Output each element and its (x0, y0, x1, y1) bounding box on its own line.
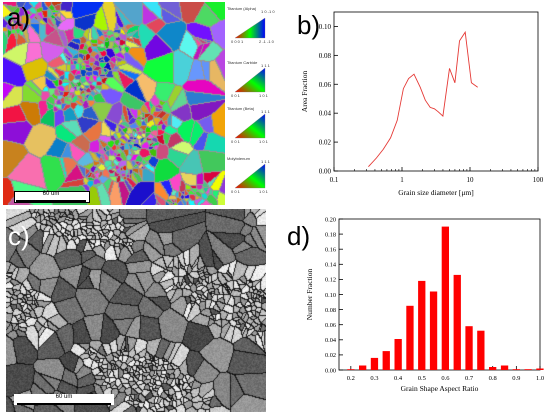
y-tick-label-b: 0.10 (319, 23, 332, 31)
x-tick-label-b: 100 (533, 176, 544, 184)
y-tick-label-d: 0.04 (325, 337, 337, 344)
histogram-bar-d (347, 369, 355, 370)
y-tick-label-d: 0.10 (325, 292, 336, 299)
y-axis-label-d: Number Fraction (305, 269, 314, 321)
x-tick-label-d: 0.9 (512, 375, 520, 382)
legend-corner-label: 1 1 1 (261, 63, 271, 68)
y-tick-label-d: 0.02 (325, 352, 336, 359)
legend-corner-label: 0 0 1 (231, 189, 241, 194)
x-tick-label-d: 0.6 (441, 375, 450, 382)
panel-label-d: d) (287, 221, 311, 251)
orientation-legend: Titanium (Alpha) 0 0 0 1 2 -1 -1 0 1 0 -1 0… (227, 6, 275, 194)
y-tick-label-b: 0.06 (319, 81, 332, 89)
y-tick-label-d: 0.00 (325, 367, 336, 374)
scale-bar-a-text: 60 um (42, 191, 60, 197)
y-tick-label-d: 0.20 (325, 216, 336, 223)
legend-phase-name: Titanium Carbide (227, 60, 258, 65)
y-tick-label-d: 0.06 (325, 322, 336, 329)
legend-corner-label: 0 0 1 (231, 139, 241, 144)
histogram-bar-d (370, 357, 379, 370)
histogram-bar-d (465, 326, 473, 370)
panel-c: c) 60 um (0, 207, 275, 414)
scale-bar-c-line (17, 403, 111, 405)
y-tick-label-b: 0.02 (319, 139, 332, 147)
histogram-bar-d (441, 226, 449, 370)
histogram-bar-d (500, 365, 509, 370)
histogram-bar-d (394, 339, 402, 370)
histogram-bar-d (418, 280, 426, 370)
aspect-ratio-histogram: 0.2 0.3 0.4 0.5 0.6 0.7 0.8 0.9 1.0 0.00 0.02 0.04 0… (305, 216, 544, 393)
legend-corner-label: 1 0 1 (259, 93, 269, 98)
x-tick-label-d: 0.3 (370, 375, 378, 382)
panel-a: a) 60 um Titanium (Alpha) 0 0 0 1 2 -1 -1 … (0, 0, 275, 207)
ipf-triangle (234, 17, 266, 39)
histogram-bar-d (477, 330, 485, 370)
scale-bar-a-line (16, 200, 86, 202)
histogram-bar-d (406, 305, 414, 370)
x-tick-label-d: 0.8 (489, 375, 497, 382)
histogram-bar-d (382, 351, 390, 370)
histogram-bar-d (453, 274, 461, 370)
histogram-bar-d (359, 365, 367, 370)
ipf-triangle (234, 67, 266, 93)
legend-corner-label: 0 0 0 1 (231, 39, 244, 44)
x-axis-label-b: Grain size diameter [μm] (398, 188, 473, 197)
histogram-bar-d (536, 368, 544, 370)
x-tick-label-d: 0.4 (394, 375, 403, 382)
panel-label-c: c) (8, 221, 30, 251)
scale-bar-c (14, 394, 114, 405)
panel-label-b: b) (297, 10, 321, 40)
x-tick-label-b: 0.1 (330, 176, 339, 184)
legend-corner-label: 1 1 1 (261, 159, 271, 164)
legend-corner-label: 1 0 -1 0 (261, 9, 275, 14)
panel-b: b) 0.1 1 10 100 0.00 0.02 0.04 0.06 0.08 0.10 Grai… (275, 0, 550, 207)
x-tick-label-d: 0.7 (465, 375, 474, 382)
y-tick-label-d: 0.16 (325, 247, 336, 254)
histogram-bar-d (524, 369, 532, 370)
panel-label-a: a) (7, 2, 31, 32)
y-tick-label-b: 0.04 (319, 110, 332, 118)
ipf-triangle (234, 113, 266, 139)
y-tick-label-b: 0.00 (319, 168, 332, 176)
plot-frame-d (338, 218, 541, 371)
histogram-bar-d (429, 291, 438, 370)
x-axis-label-d: Grain Shape Aspect Ratio (401, 384, 479, 393)
legend-corner-label: 2 -1 -1 0 (259, 39, 275, 44)
ebsd-orientation-map (3, 2, 225, 205)
y-tick-label-d: 0.12 (325, 277, 336, 284)
x-tick-label-d: 1.0 (536, 375, 544, 382)
legend-corner-label: 0 0 1 (231, 93, 241, 98)
y-tick-label-d: 0.08 (325, 307, 336, 314)
ipf-triangle (234, 163, 266, 189)
legend-corner-label: 1 1 1 (261, 109, 271, 114)
legend-corner-label: 1 0 1 (259, 189, 269, 194)
legend-phase-name: Titanium (Alpha) (227, 6, 257, 11)
panel-d: d) 0.2 0.3 0.4 0.5 0.6 0.7 0.8 0.9 1.0 0.00 0.02 0.… (275, 207, 550, 414)
plot-frame-b (333, 11, 539, 172)
legend-phase-name: Molybdenum (227, 156, 251, 161)
legend-corner-label: 1 0 1 (259, 139, 269, 144)
x-tick-label-b: 10 (467, 176, 475, 184)
scale-bar-c-text: 60 um (55, 394, 73, 400)
histogram-bar-d (512, 369, 520, 370)
y-tick-label-d: 0.14 (325, 262, 337, 269)
sem-micrograph (6, 209, 266, 412)
y-tick-label-b: 0.08 (319, 52, 332, 60)
histogram-bar-d (489, 367, 497, 370)
legend-phase-name: Titanium (Beta) (227, 106, 255, 111)
y-tick-label-d: 0.18 (325, 231, 336, 238)
x-tick-label-d: 0.5 (418, 375, 426, 382)
x-tick-label-b: 1 (400, 176, 404, 184)
y-axis-label-b: Area Fraction (300, 71, 309, 113)
x-tick-label-d: 0.2 (347, 375, 355, 382)
series-line-b (368, 30, 478, 168)
area-fraction-chart: 0.1 1 10 100 0.00 0.02 0.04 0.06 0.08 0.10 Grain s… (300, 11, 544, 197)
